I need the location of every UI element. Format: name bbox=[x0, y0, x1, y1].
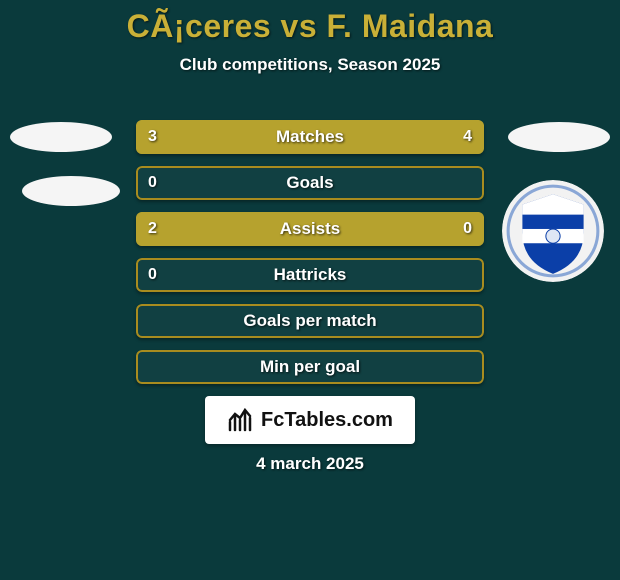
logo-text: FcTables.com bbox=[261, 409, 393, 432]
logo-bars-icon bbox=[227, 408, 255, 432]
player-right-avatar-head bbox=[508, 122, 610, 152]
player-left-avatar-head bbox=[10, 122, 112, 152]
stat-row-assists: Assists2 0 bbox=[136, 212, 484, 246]
stat-row-hattricks: Hattricks0 bbox=[136, 258, 484, 292]
stat-label: Matches bbox=[136, 120, 484, 154]
club-badge bbox=[502, 180, 604, 282]
fctables-logo: FcTables.com bbox=[205, 396, 415, 444]
badge-center-emblem bbox=[546, 229, 560, 243]
player-left-avatar-body bbox=[22, 176, 120, 206]
stat-left-value: 3 bbox=[148, 120, 157, 154]
stat-left-value: 2 bbox=[148, 212, 157, 246]
stat-left-value: 0 bbox=[148, 166, 157, 200]
stat-right-value: 0 bbox=[463, 212, 472, 246]
stat-left-value: 0 bbox=[148, 258, 157, 292]
stat-label: Assists bbox=[136, 212, 484, 246]
stat-label: Goals bbox=[136, 166, 484, 200]
stat-label: Goals per match bbox=[136, 304, 484, 338]
stat-row-goals-per-match: Goals per match bbox=[136, 304, 484, 338]
comparison-infographic: CÃ¡ceres vs F. Maidana Club competitions… bbox=[0, 0, 620, 580]
stat-label: Min per goal bbox=[136, 350, 484, 384]
page-title: CÃ¡ceres vs F. Maidana bbox=[0, 0, 620, 45]
stat-right-value: 4 bbox=[463, 120, 472, 154]
infographic-date: 4 march 2025 bbox=[0, 454, 620, 474]
comparison-bars: Matches34Goals0Assists20Hattricks0Goals … bbox=[136, 120, 484, 396]
page-subtitle: Club competitions, Season 2025 bbox=[0, 55, 620, 75]
stat-row-goals: Goals0 bbox=[136, 166, 484, 200]
stat-row-min-per-goal: Min per goal bbox=[136, 350, 484, 384]
stat-label: Hattricks bbox=[136, 258, 484, 292]
stat-row-matches: Matches3 4 bbox=[136, 120, 484, 154]
